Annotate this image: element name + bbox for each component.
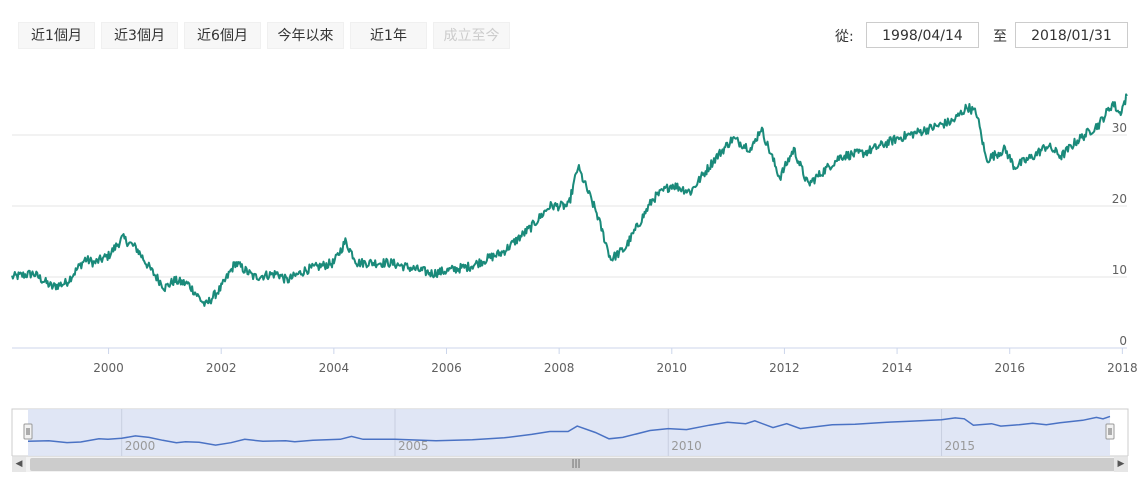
series-line bbox=[11, 93, 1128, 307]
y-tick-label: 30 bbox=[1112, 121, 1127, 135]
scrollbar[interactable]: ◀ ||| ▶ bbox=[12, 456, 1128, 472]
x-tick-label: 2006 bbox=[431, 361, 462, 375]
from-label: 從: bbox=[835, 29, 854, 45]
line-chart: 0 10 20 30 2000 2002 2004 2006 2008 2010 2012 2014 2… bbox=[11, 93, 1138, 456]
navigator-series-line bbox=[27, 415, 1111, 446]
to-date-input[interactable]: 2018/01/31 bbox=[1015, 22, 1128, 48]
range-button-since-inception[interactable]: 成立至今 bbox=[433, 22, 510, 49]
range-button-3-months[interactable]: 近3個月 bbox=[101, 22, 178, 49]
navigator-tick-label: 2005 bbox=[398, 439, 429, 453]
to-label: 至 bbox=[993, 29, 1007, 45]
from-date-input[interactable]: 1998/04/14 bbox=[866, 22, 979, 48]
x-tick-label: 2010 bbox=[657, 361, 688, 375]
x-tick-label: 2012 bbox=[769, 361, 800, 375]
x-tick-label: 2004 bbox=[319, 361, 350, 375]
x-tick-label: 2016 bbox=[994, 361, 1025, 375]
range-button-ytd[interactable]: 今年以來 bbox=[267, 22, 344, 49]
y-tick-label: 10 bbox=[1112, 263, 1127, 277]
arrow-left-icon[interactable]: ◀ bbox=[12, 457, 26, 472]
y-tick-label: 20 bbox=[1112, 192, 1127, 206]
range-button-1-month[interactable]: 近1個月 bbox=[18, 22, 95, 49]
x-tick-label: 2014 bbox=[882, 361, 913, 375]
navigator-tick-label: 2010 bbox=[671, 439, 702, 453]
range-button-6-months[interactable]: 近6個月 bbox=[184, 22, 261, 49]
arrow-right-icon[interactable]: ▶ bbox=[1114, 457, 1128, 472]
navigator-tick-label: 2000 bbox=[125, 439, 156, 453]
x-tick-label: 2002 bbox=[206, 361, 237, 375]
x-tick-label: 2000 bbox=[93, 361, 124, 375]
grip-icon: ||| bbox=[571, 459, 581, 469]
x-tick-label: 2008 bbox=[544, 361, 575, 375]
range-button-1-year[interactable]: 近1年 bbox=[350, 22, 427, 49]
scrollbar-thumb[interactable]: ||| bbox=[30, 458, 1122, 471]
navigator-handle-right[interactable] bbox=[1105, 423, 1115, 440]
x-tick-label: 2018 bbox=[1107, 361, 1138, 375]
navigator-handle-left[interactable] bbox=[23, 423, 33, 440]
navigator-tick-label: 2015 bbox=[945, 439, 976, 453]
y-tick-label: 0 bbox=[1119, 334, 1127, 348]
navigator-mask bbox=[28, 409, 1110, 456]
